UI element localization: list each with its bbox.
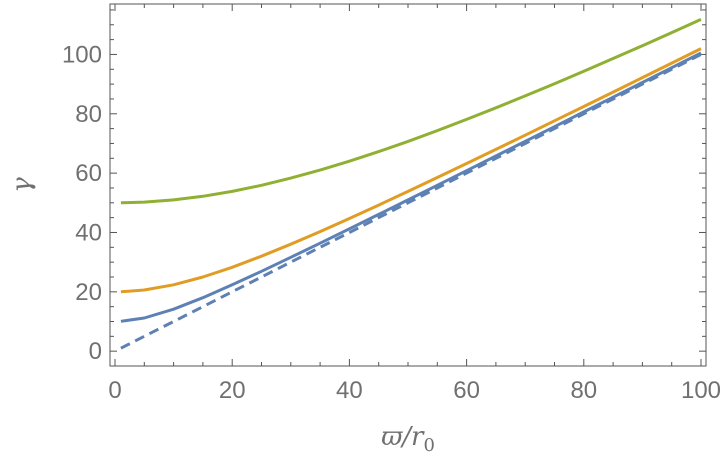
y-tick-label: 20 — [75, 279, 102, 306]
y-tick-label: 100 — [62, 41, 102, 68]
x-axis-title: ϖ/r0 — [381, 422, 435, 456]
series-line-2 — [120, 47, 702, 294]
x-tick-label: 0 — [108, 377, 121, 404]
x-tick-label: 20 — [219, 377, 246, 404]
y-axis-ticks: 0 20 40 60 80 100 — [62, 9, 706, 365]
x-tick-label: 80 — [570, 377, 597, 404]
series-line-4-dashed — [120, 53, 702, 350]
y-tick-label: 60 — [75, 160, 102, 187]
y-tick-label: 0 — [89, 338, 102, 365]
x-tick-label: 40 — [336, 377, 363, 404]
x-tick-label: 100 — [681, 377, 720, 404]
series-line-3 — [120, 18, 702, 205]
series-line-1 — [120, 51, 702, 323]
y-tick-label: 80 — [75, 101, 102, 128]
series-layer — [120, 18, 702, 350]
y-tick-label: 40 — [75, 219, 102, 246]
x-axis-ticks: 0 20 40 60 80 100 — [108, 4, 720, 404]
y-axis-title: γ — [7, 177, 37, 193]
x-tick-label: 60 — [453, 377, 480, 404]
